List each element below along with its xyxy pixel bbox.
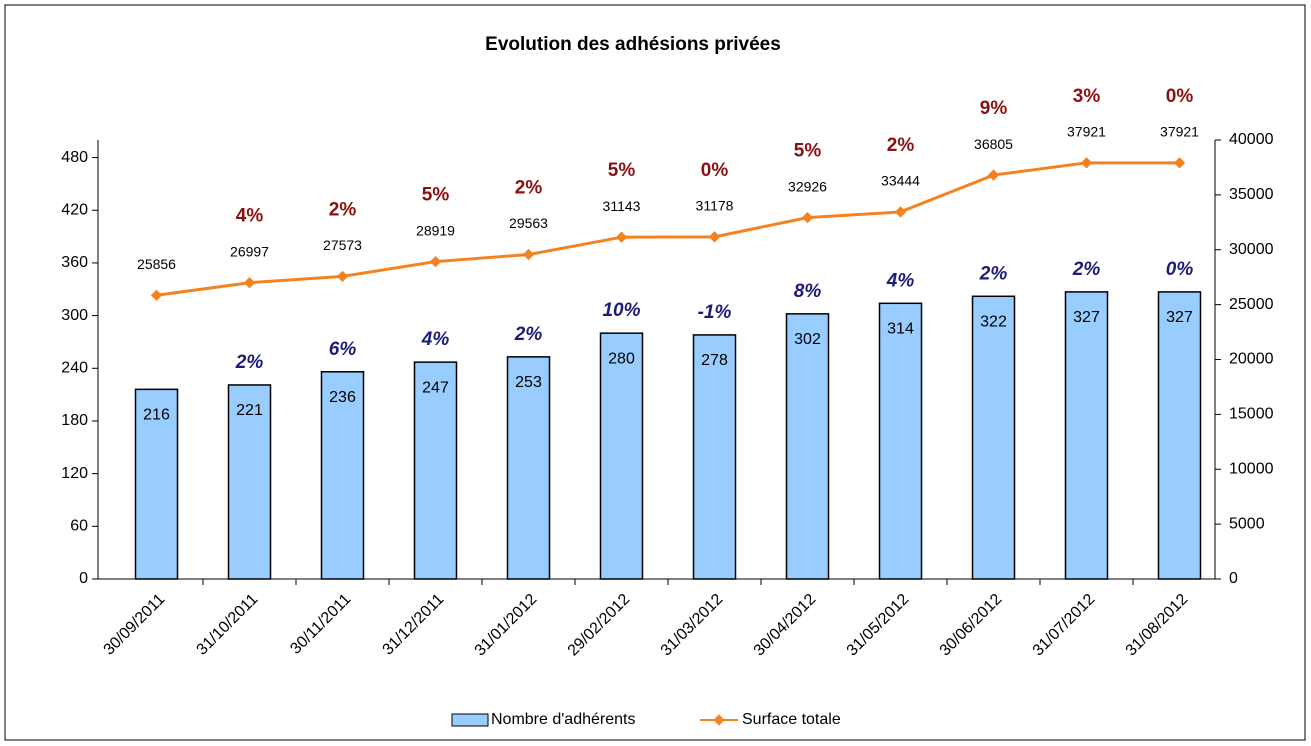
legend-marker	[713, 714, 725, 726]
bar	[413, 361, 458, 580]
line-value-label: 31178	[696, 198, 734, 214]
bar	[134, 388, 179, 580]
bar-growth-label: 10%	[602, 300, 640, 321]
y2-tick-label: 35000	[1229, 186, 1274, 203]
line-growth-label: 4%	[236, 206, 264, 227]
bar-value-label: 236	[329, 389, 356, 406]
bar-value-label: 247	[422, 379, 449, 396]
line-growth-label: 5%	[608, 160, 636, 181]
bar	[878, 302, 923, 580]
y2-tick-label: 0	[1229, 570, 1238, 587]
line-growth-label: 0%	[1166, 86, 1194, 107]
y-tick-label: 300	[61, 307, 88, 324]
bar	[506, 356, 551, 580]
bar-value-label: 327	[1166, 309, 1193, 326]
line-value-label: 32926	[788, 178, 827, 194]
legend-label: Surface totale	[742, 711, 841, 728]
line-value-label: 37921	[1067, 124, 1106, 140]
bar-growth-label: 2%	[1072, 259, 1101, 280]
line-value-label: 27573	[323, 237, 362, 253]
bar-growth-label: 2%	[979, 263, 1008, 284]
line-marker	[894, 206, 907, 218]
bar-growth-label: 0%	[1166, 259, 1194, 280]
y2-tick-label: 5000	[1229, 515, 1265, 532]
y-tick-label: 180	[61, 412, 88, 429]
chart-title: Evolution des adhésions privées	[485, 34, 781, 55]
bar-value-label: 216	[143, 407, 170, 424]
y2-tick-label: 10000	[1229, 460, 1274, 477]
y-tick-label: 240	[61, 359, 88, 376]
bar-growth-label: 4%	[421, 329, 450, 350]
line-value-label: 33444	[881, 173, 920, 189]
y-tick-label: 120	[61, 465, 88, 482]
line-marker	[150, 289, 163, 301]
y-tick-label: 360	[61, 254, 88, 271]
bar-value-label: 280	[608, 350, 635, 367]
bar-value-label: 314	[887, 321, 914, 338]
bar	[227, 384, 272, 580]
line-value-label: 36805	[974, 136, 1013, 152]
bar-value-label: 322	[980, 314, 1007, 331]
y-tick-label: 60	[70, 518, 88, 535]
line-marker	[429, 255, 442, 268]
line-value-label: 31143	[603, 198, 641, 214]
bar	[971, 295, 1016, 580]
y-tick-label: 480	[61, 149, 88, 166]
line-value-label: 28919	[416, 222, 455, 238]
line-growth-label: 3%	[1073, 86, 1101, 107]
chart-frame	[4, 4, 1306, 741]
line-marker	[336, 270, 349, 283]
line-marker	[243, 277, 256, 289]
line-value-label: 26997	[230, 243, 269, 259]
bar-value-label: 221	[236, 402, 263, 419]
y2-tick-label: 40000	[1229, 131, 1274, 148]
line-value-label: 37921	[1160, 124, 1199, 140]
y2-tick-label: 25000	[1229, 296, 1274, 313]
bar-growth-label: 8%	[794, 281, 822, 302]
line-marker	[801, 211, 814, 224]
line-growth-label: 5%	[422, 185, 450, 206]
y2-tick-label: 20000	[1229, 351, 1274, 368]
bar-growth-label: 2%	[235, 352, 264, 373]
legend-label: Nombre d'adhérents	[491, 711, 635, 728]
bar	[785, 313, 830, 580]
bar-value-label: 327	[1073, 309, 1100, 326]
bar-value-label: 253	[515, 374, 542, 391]
bar	[320, 371, 365, 580]
line-growth-label: 0%	[701, 160, 729, 181]
y-tick-label: 420	[61, 201, 88, 218]
bar-value-label: 302	[794, 331, 821, 348]
legend-swatch	[451, 713, 489, 727]
line-growth-label: 2%	[515, 178, 543, 199]
bar-value-label: 278	[701, 352, 728, 369]
bar	[599, 332, 644, 580]
line-marker	[1173, 157, 1186, 169]
line-value-label: 29563	[509, 215, 548, 231]
line-growth-label: 9%	[980, 98, 1008, 119]
line-marker	[987, 169, 1000, 181]
line-marker	[708, 231, 721, 243]
bar	[1157, 291, 1202, 580]
line-growth-label: 2%	[329, 199, 357, 220]
bar-growth-label: -1%	[698, 302, 732, 323]
y2-tick-label: 15000	[1229, 406, 1274, 423]
bar-growth-label: 2%	[514, 324, 543, 345]
line-marker	[1080, 157, 1093, 169]
y2-tick-label: 30000	[1229, 241, 1274, 258]
line-growth-label: 5%	[794, 141, 822, 162]
line-growth-label: 2%	[887, 135, 915, 156]
bar-growth-label: 4%	[886, 270, 915, 291]
line	[156, 161, 1180, 297]
line-marker	[522, 248, 535, 261]
line-value-label: 25856	[137, 256, 176, 272]
y-tick-label: 0	[79, 570, 88, 587]
bar	[692, 334, 737, 580]
bar	[1064, 291, 1109, 580]
bar-growth-label: 6%	[329, 339, 357, 360]
line-marker	[615, 231, 628, 243]
